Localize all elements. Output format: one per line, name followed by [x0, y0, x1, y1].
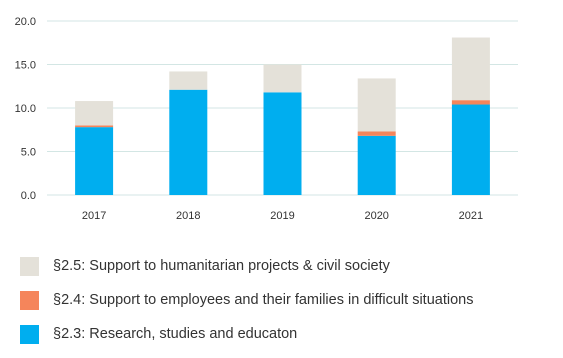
y-tick-label: 20.0	[15, 16, 36, 28]
bar-segment-2020-series-2	[357, 78, 396, 132]
bar-segment-2018-series-2	[169, 71, 208, 90]
bars	[75, 37, 490, 195]
y-tick-label: 10.0	[15, 103, 36, 115]
bar-segment-2020-series-1	[357, 131, 396, 136]
legend-swatch	[20, 290, 39, 310]
bar-segment-2021-series-1	[451, 100, 490, 105]
bar-segment-2017-series-0	[75, 127, 114, 195]
x-tick-label: 2019	[270, 210, 294, 222]
bar-segment-2020-series-0	[357, 135, 396, 195]
y-tick-label: 15.0	[15, 60, 36, 72]
bar-segment-2021-series-0	[451, 104, 490, 195]
bar-segment-2019-series-0	[263, 92, 302, 195]
legend-label: §2.4: Support to employees and their fam…	[53, 292, 474, 308]
legend-item: §2.3: Research, studies and educaton	[20, 324, 473, 344]
y-tick-label: 5.0	[21, 147, 36, 159]
legend-label: §2.3: Research, studies and educaton	[53, 326, 298, 342]
y-axis-ticks: 0.0 5.0 10.0 15.0 20.0	[15, 16, 36, 202]
bar-segment-2017-series-2	[75, 101, 114, 126]
bar-segment-2021-series-2	[451, 37, 490, 101]
x-tick-label: 2020	[364, 210, 388, 222]
bar-segment-2019-series-2	[263, 64, 302, 93]
legend-swatch	[20, 324, 39, 344]
x-axis-ticks: 2017 2018 2019 2020 2021	[82, 210, 483, 222]
legend: §2.5: Support to humanitarian projects &…	[20, 256, 473, 358]
bar-segment-2018-series-0	[169, 89, 208, 195]
stacked-bar-chart: 0.0 5.0 10.0 15.0 20.0 2017 2018 2019 2020 2021	[15, 16, 518, 222]
legend-item: §2.4: Support to employees and their fam…	[20, 290, 473, 310]
x-tick-label: 2018	[176, 210, 200, 222]
legend-label: §2.5: Support to humanitarian projects &…	[53, 258, 390, 274]
legend-swatch	[20, 256, 39, 276]
x-tick-label: 2021	[459, 210, 483, 222]
y-tick-label: 0.0	[21, 190, 36, 202]
bar-segment-2017-series-1	[75, 125, 114, 128]
legend-item: §2.5: Support to humanitarian projects &…	[20, 256, 473, 276]
x-tick-label: 2017	[82, 210, 106, 222]
